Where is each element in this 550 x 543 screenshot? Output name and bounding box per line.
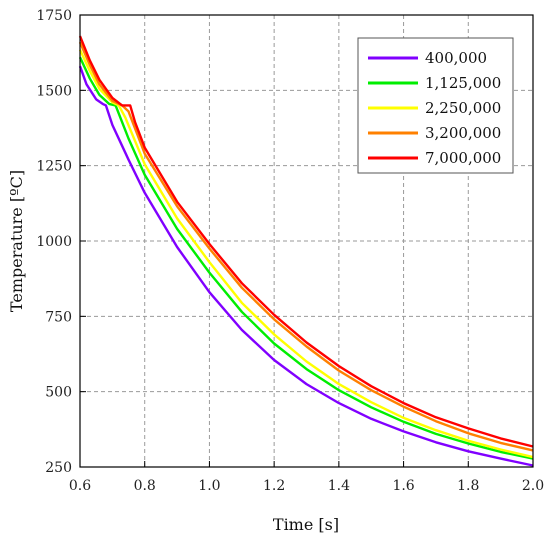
series-lines — [78, 35, 534, 467]
y-tick-label: 1250 — [36, 159, 72, 175]
x-tick-label: 1.2 — [263, 478, 285, 494]
series-line-2 — [78, 49, 534, 459]
legend-label-3: 3,200,000 — [425, 124, 501, 142]
x-tick-label: 2.0 — [522, 478, 544, 494]
series-line-0 — [78, 65, 534, 467]
y-axis-label: Temperature [ºC] — [7, 170, 26, 312]
x-axis-label: Time [s] — [273, 515, 339, 534]
x-tick-label: 1.4 — [328, 478, 350, 494]
y-tick-label: 1750 — [36, 8, 72, 24]
series-line-4 — [78, 35, 534, 448]
x-tick-label: 0.8 — [134, 478, 156, 494]
y-tick-label: 250 — [45, 460, 72, 476]
y-tick-label: 750 — [45, 309, 72, 325]
x-tick-label: 1.8 — [457, 478, 479, 494]
legend-box — [357, 37, 514, 174]
x-tick-label: 1.0 — [198, 478, 220, 494]
legend: 400,000 1,125,000 2,250,000 3,200,000 7,000,… — [357, 37, 514, 174]
legend-label-1: 1,125,000 — [425, 74, 501, 92]
axis-ticks — [79, 14, 534, 468]
x-tick-label: 0.6 — [69, 478, 91, 494]
legend-label-4: 7,000,000 — [425, 149, 501, 167]
y-tick-label: 1500 — [36, 83, 72, 99]
y-tick-label: 500 — [45, 385, 72, 401]
grid — [80, 15, 533, 467]
tick-labels: 0.6 0.8 1.0 1.2 1.4 1.6 1.8 2.0 250 500 750 1000 125… — [36, 8, 544, 494]
y-tick-label: 1000 — [36, 234, 72, 250]
legend-label-2: 2,250,000 — [425, 99, 501, 117]
series-line-3 — [78, 41, 534, 452]
x-tick-label: 1.6 — [392, 478, 414, 494]
legend-label-0: 400,000 — [425, 49, 487, 67]
series-line-1 — [78, 56, 534, 460]
